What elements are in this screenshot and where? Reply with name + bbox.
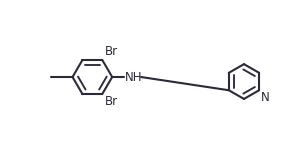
Text: Br: Br — [105, 95, 118, 108]
Text: N: N — [261, 91, 270, 104]
Text: NH: NH — [125, 71, 143, 83]
Text: Br: Br — [105, 45, 118, 58]
